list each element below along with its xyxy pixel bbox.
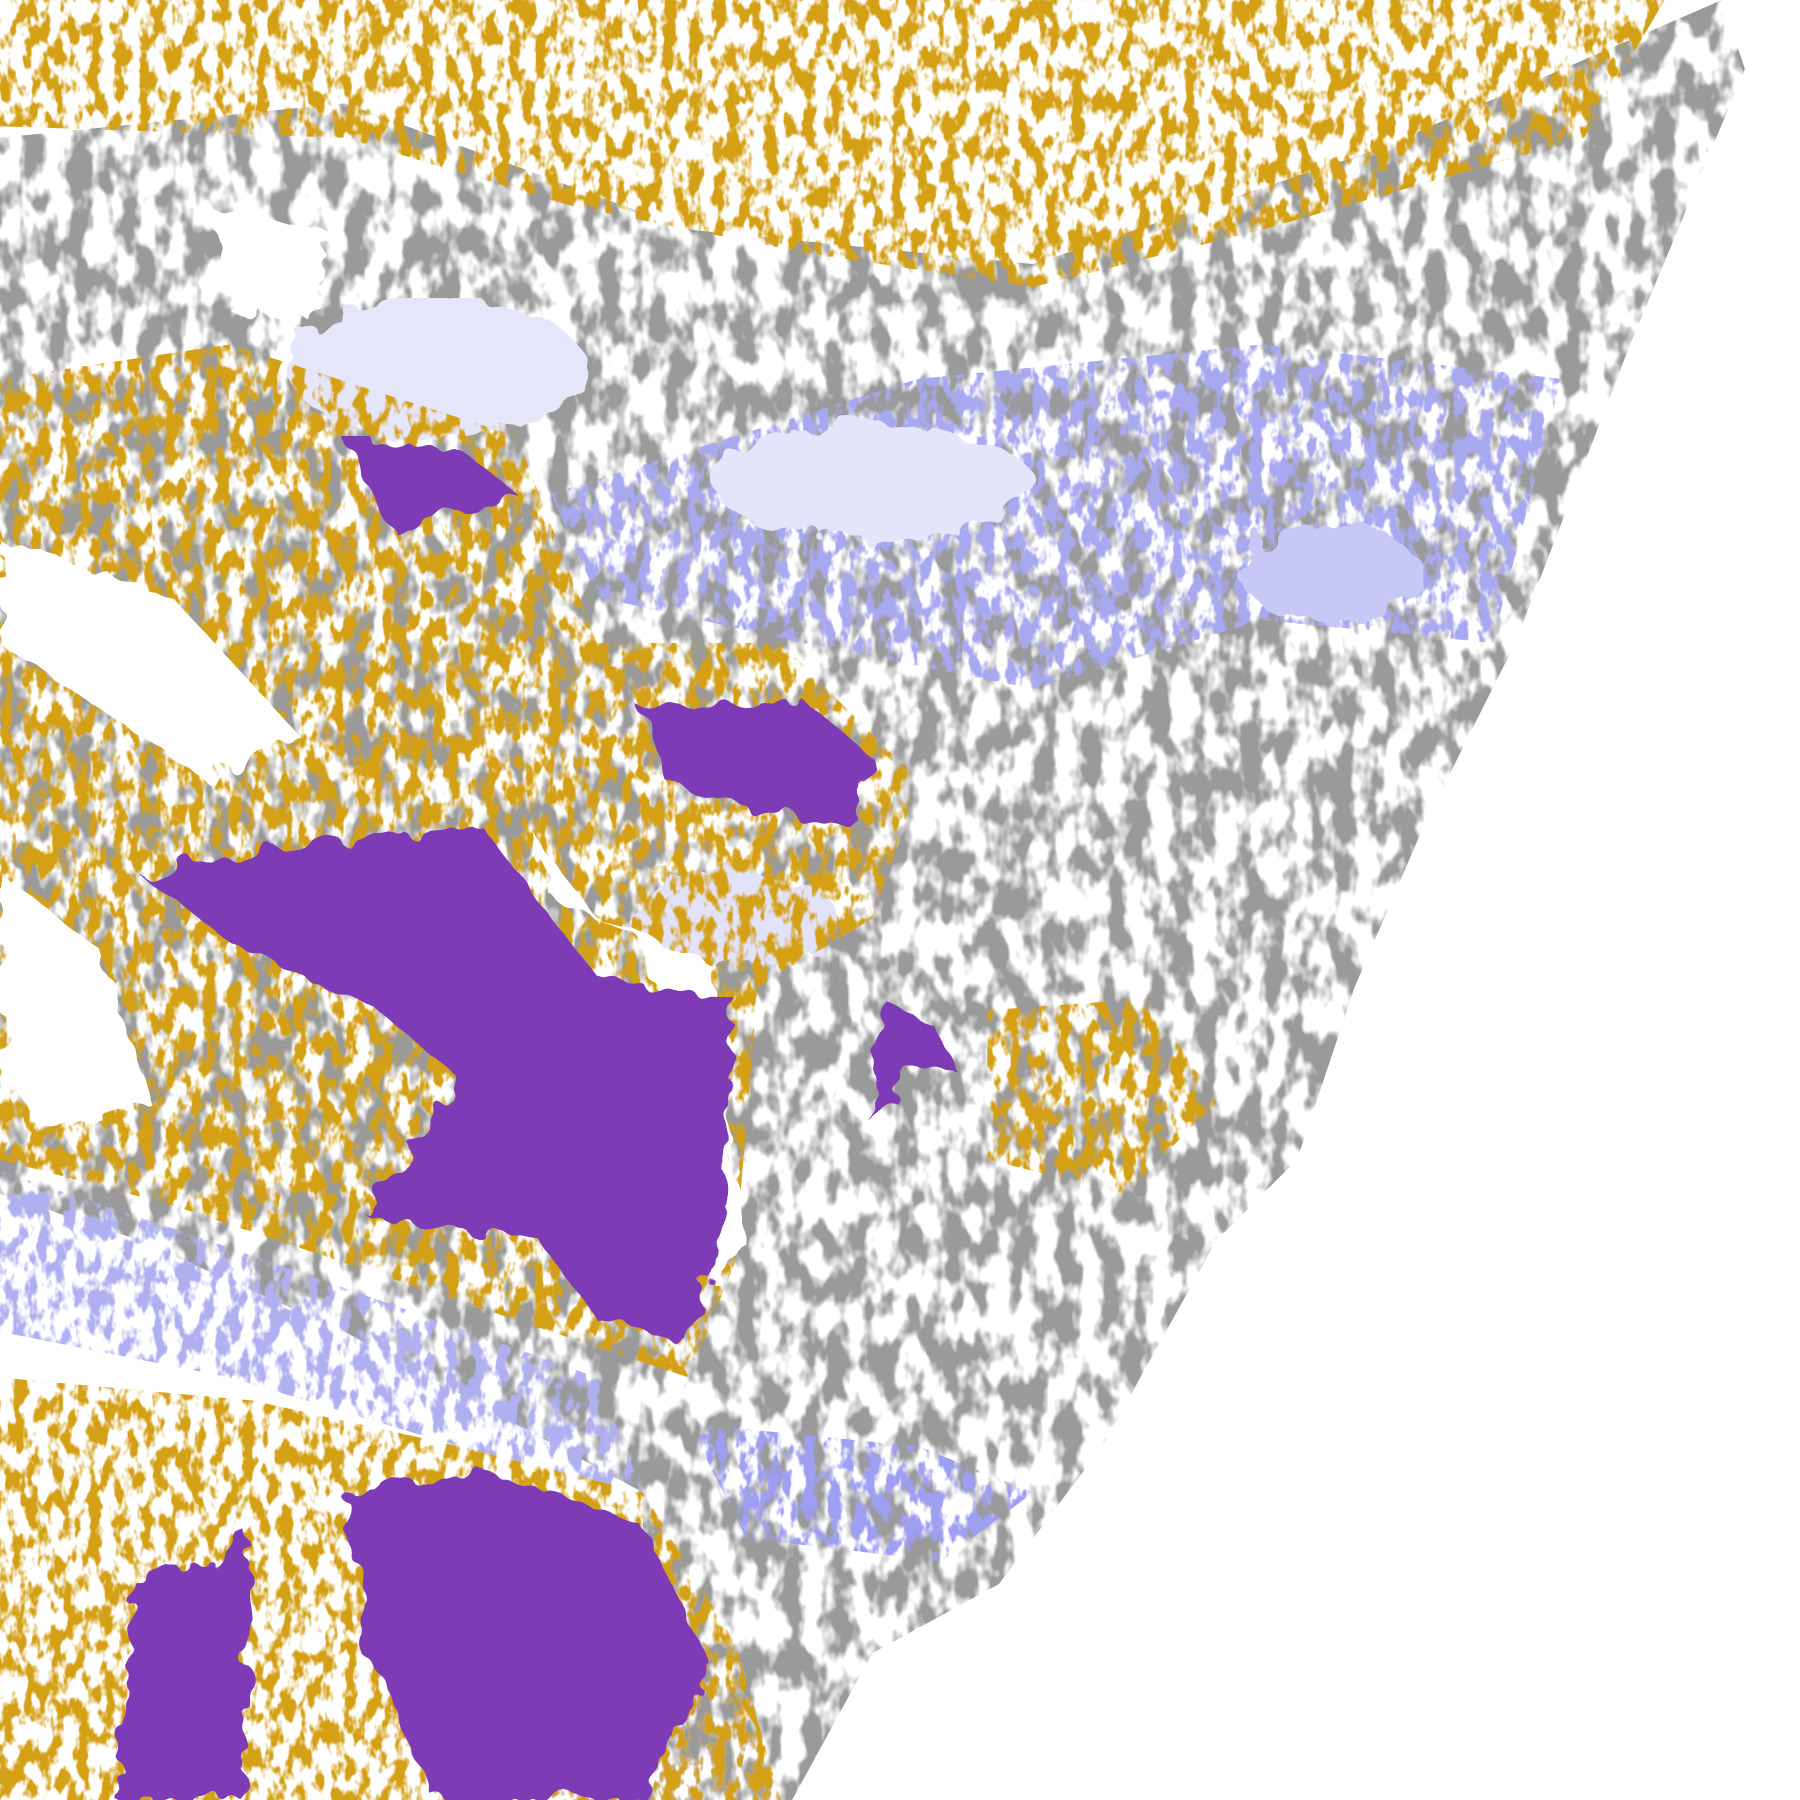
lavender-area <box>688 1423 1034 1562</box>
purple-area <box>872 998 965 1125</box>
purple-area <box>642 700 873 827</box>
cloud <box>1239 528 1424 620</box>
purple-area <box>344 1469 712 1800</box>
purple-area <box>137 826 735 1344</box>
gold-area <box>987 998 1217 1194</box>
clearing <box>206 206 333 322</box>
purple-area <box>114 1538 253 1800</box>
cloud <box>711 424 1034 540</box>
purple-zone <box>114 436 965 1800</box>
clearing <box>0 539 299 781</box>
lavender-area <box>0 1170 643 1493</box>
clearing <box>0 872 150 1137</box>
gold-area <box>0 0 1665 287</box>
